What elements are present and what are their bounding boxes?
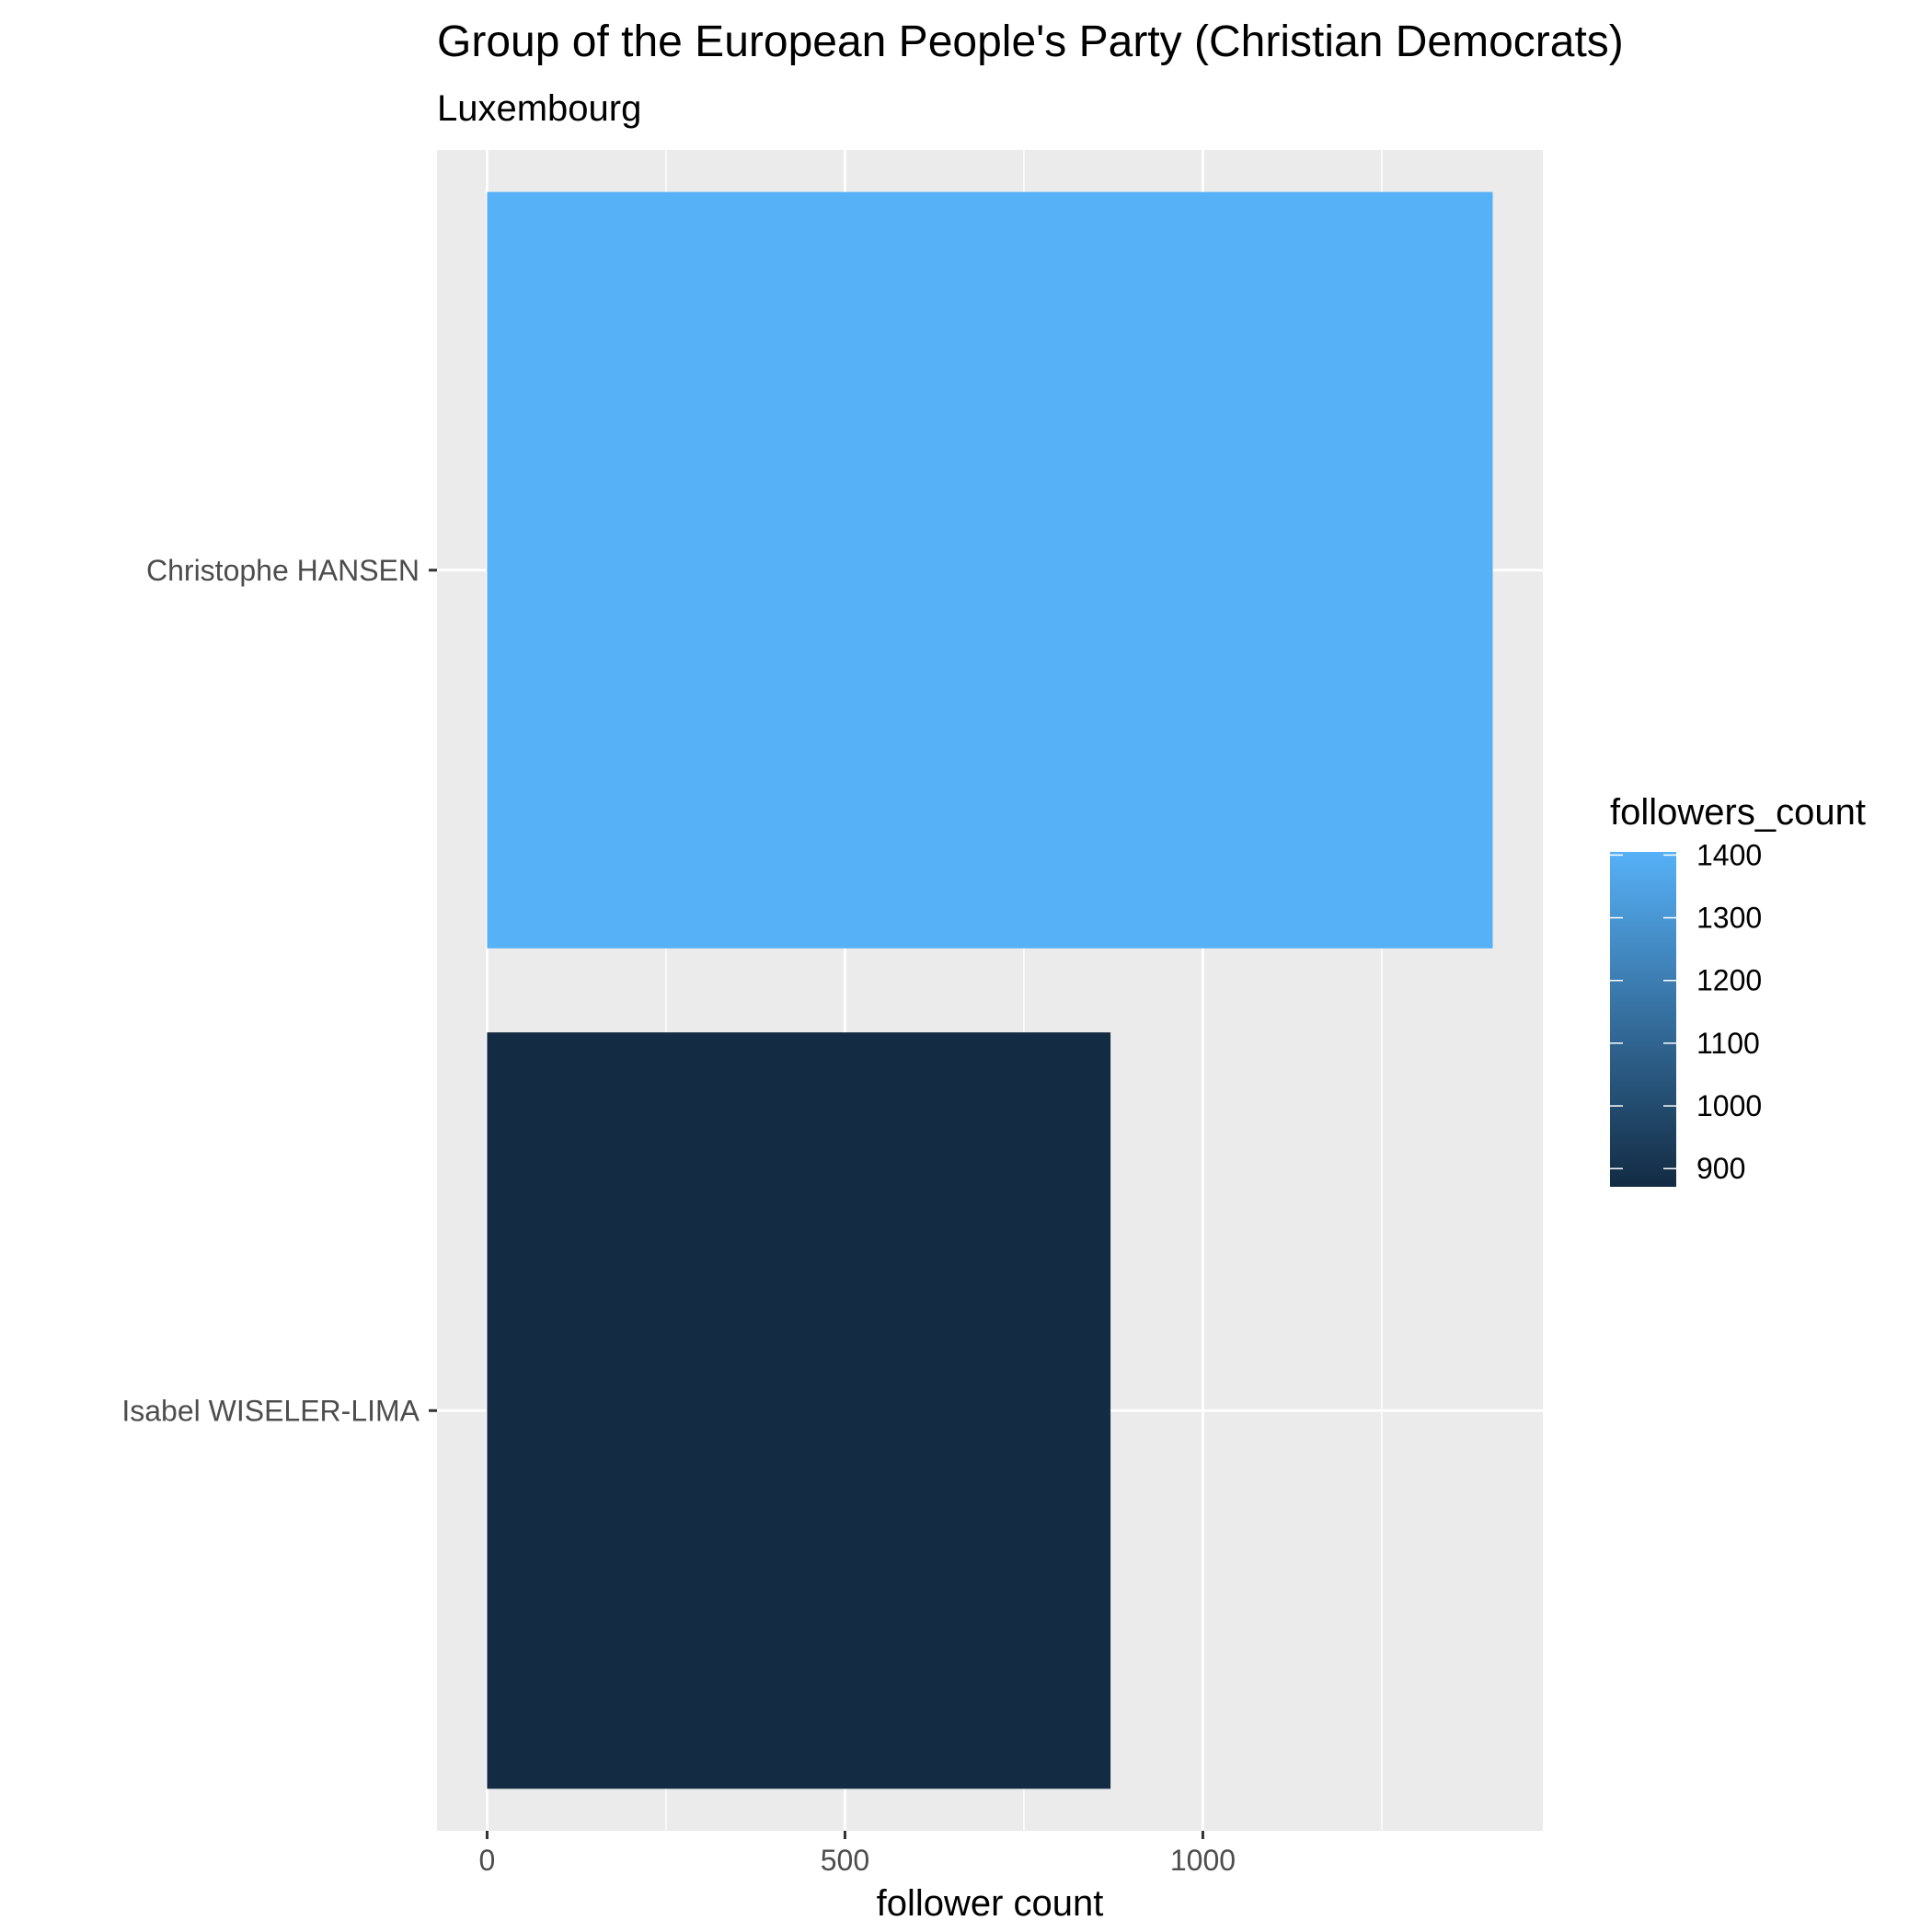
y-axis: Christophe HANSEN Isabel WISELER-LIMA <box>121 554 437 1427</box>
x-tick-label: 0 <box>479 1844 496 1877</box>
legend-ticks: 1400 1300 1200 1100 1000 900 <box>1610 838 1762 1185</box>
chart-subtitle: Luxembourg <box>437 88 641 129</box>
legend-tick-label: 1300 <box>1696 902 1762 935</box>
chart-title: Group of the European People's Party (Ch… <box>437 17 1624 66</box>
x-axis-title: follower count <box>877 1883 1104 1924</box>
legend-tick-label: 1200 <box>1696 964 1762 997</box>
legend: followers_count 1400 1300 1200 1100 1000 900 <box>1610 792 1866 1187</box>
legend-tick-label: 1100 <box>1696 1027 1760 1060</box>
bars <box>487 191 1493 1789</box>
x-axis: 0 500 1000 <box>479 1831 1236 1877</box>
bar <box>487 191 1493 949</box>
y-tick-label: Christophe HANSEN <box>146 554 420 587</box>
y-tick-label: Isabel WISELER-LIMA <box>121 1394 420 1427</box>
x-tick-label: 500 <box>821 1844 869 1877</box>
bar <box>487 1032 1111 1789</box>
x-tick-label: 1000 <box>1170 1844 1236 1877</box>
legend-tick-label: 900 <box>1696 1152 1745 1185</box>
legend-title: followers_count <box>1610 792 1866 833</box>
legend-tick-label: 1400 <box>1696 838 1762 871</box>
legend-tick-label: 1000 <box>1696 1089 1762 1122</box>
legend-colorbar <box>1610 852 1676 1187</box>
